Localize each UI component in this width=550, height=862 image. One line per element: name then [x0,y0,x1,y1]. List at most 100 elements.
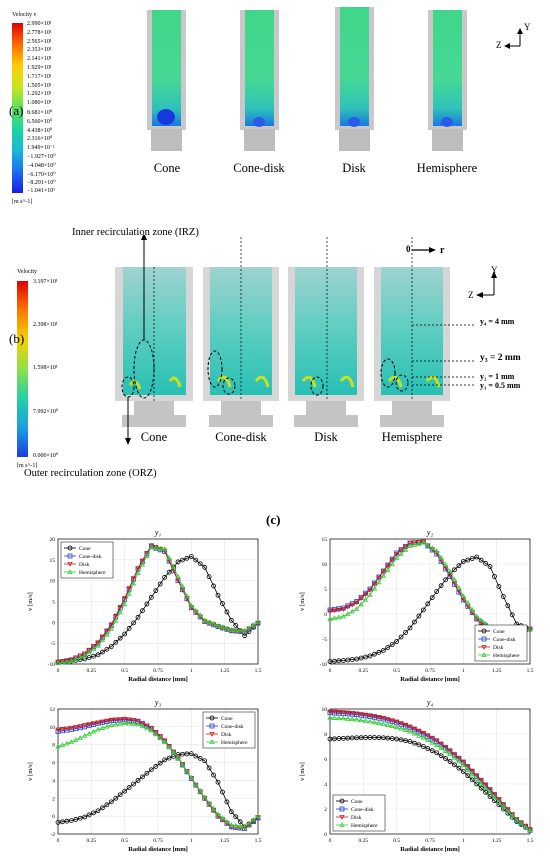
data-point [367,718,373,724]
chart-title: y₂ [426,528,434,537]
data-point [95,652,101,658]
data-point [433,742,440,748]
data-point [68,658,75,663]
y-tick-label: -5 [50,641,55,647]
axis-triad-b [476,271,497,298]
colorbar-a-tick: 1.929×10¹ [27,65,52,71]
panel-b-letter: (b) [9,331,25,346]
data-point [402,544,409,550]
data-point [447,568,453,574]
axis-a-z: Z [496,40,502,50]
data-point [131,620,136,626]
data-point [220,601,225,606]
data-point [144,553,150,558]
level-y3: y₃ = 2 mm [480,353,521,363]
data-point [482,785,489,791]
data-point [104,802,110,808]
data-point [86,649,92,655]
data-point [349,608,355,614]
data-point [398,548,404,554]
data-point [460,597,466,603]
data-point [402,547,409,552]
data-point [492,574,497,579]
data-point [376,715,382,721]
y-tick-label: 2 [52,796,55,802]
data-point [358,655,364,661]
data-point [233,627,239,633]
data-point [179,583,186,589]
data-point [331,608,338,614]
data-point [527,626,533,631]
data-point [184,555,190,561]
data-point [175,573,181,579]
data-point [336,614,342,620]
x-tick-label: 0.5 [121,668,128,674]
y-tick-label: 2 [324,807,327,813]
data-point [411,542,418,547]
data-point [349,602,355,608]
origin-label: 0 [406,244,411,254]
data-point [135,614,141,620]
legend: Cone Cone-disk Disk Hemisphere [60,541,114,579]
data-point [215,592,221,598]
legend-label: Cone-disk [221,724,244,730]
data-point [349,711,355,717]
data-point [420,734,427,740]
data-point [429,545,435,551]
data-point [438,583,444,589]
data-point [353,600,360,606]
data-point [202,564,208,570]
data-point [412,619,417,625]
data-point [64,818,70,824]
label-a-cone: Cone [153,161,181,175]
data-point [425,601,431,607]
data-point [416,613,422,619]
data-point [478,785,484,791]
data-point [210,805,217,811]
data-point [122,788,128,794]
data-point [447,573,453,578]
data-point [518,820,524,826]
data-point [121,720,128,726]
data-point [393,552,400,557]
x-axis-label: Radial distance [mm] [128,846,188,853]
data-point [135,721,141,727]
data-point [95,640,101,646]
data-point [353,711,360,717]
data-point [473,773,480,779]
data-point [460,759,467,765]
data-point [77,654,83,660]
y-tick-label: 0 [52,814,55,820]
data-point [416,540,422,546]
data-point [416,540,422,545]
axis-b-z: Z [468,290,474,300]
data-point [246,820,252,826]
data-point [228,627,235,632]
data-point [478,617,484,622]
chart-y4: y₄ 0 0.25 0.5 0.75 1 1.25 1.5 0 2 4 6 8 10 Radial dist… [299,698,534,853]
legend-label: Disk [493,645,504,651]
data-point [505,807,511,812]
legend-label: Disk [79,562,90,568]
data-point [451,576,458,582]
data-point [389,736,395,741]
data-point [170,749,177,755]
data-point [473,617,480,622]
panel-a: Velocity v 2.990×10¹ 2.778×10¹ 2.565×10¹ 2.… [0,0,550,215]
x-tick-label: 1.5 [255,838,262,844]
data-point [215,811,221,817]
data-point [362,596,369,602]
data-point [349,657,355,662]
data-point [166,569,172,575]
data-point [86,730,92,736]
x-tick-label: 0 [57,838,60,844]
data-point [224,627,230,633]
colorbar-a-tick: −6.170×10⁰ [27,171,56,178]
data-point [367,714,373,719]
data-point [389,642,395,647]
data-point [393,719,400,725]
legend-label: Hemisphere [493,653,520,659]
colorbar-b [17,281,28,457]
colorbar-a-tick: −8.291×10⁰ [27,180,56,187]
data-point [175,755,181,761]
